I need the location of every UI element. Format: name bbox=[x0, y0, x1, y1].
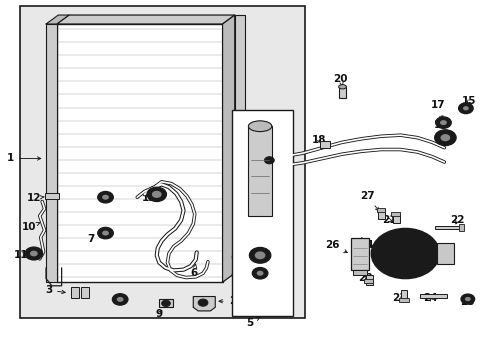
Text: 19: 19 bbox=[264, 163, 278, 182]
Bar bbox=[159, 300, 172, 307]
Ellipse shape bbox=[338, 85, 346, 89]
Polygon shape bbox=[193, 297, 215, 311]
Bar bbox=[20, 6, 305, 318]
Circle shape bbox=[232, 269, 247, 281]
Circle shape bbox=[117, 297, 123, 302]
Circle shape bbox=[152, 191, 161, 198]
Bar bbox=[350, 238, 368, 270]
Bar bbox=[434, 226, 461, 229]
Text: 4: 4 bbox=[113, 294, 121, 304]
Text: 16: 16 bbox=[433, 120, 447, 136]
Circle shape bbox=[439, 120, 446, 125]
Bar bbox=[364, 279, 372, 283]
Circle shape bbox=[464, 297, 470, 301]
Circle shape bbox=[25, 247, 42, 260]
Bar bbox=[44, 193, 59, 199]
Circle shape bbox=[30, 251, 38, 256]
Bar bbox=[338, 87, 346, 98]
Bar bbox=[398, 298, 408, 302]
Bar bbox=[436, 243, 453, 264]
Text: 24: 24 bbox=[423, 293, 437, 303]
Circle shape bbox=[370, 228, 439, 279]
Circle shape bbox=[396, 247, 413, 260]
Circle shape bbox=[236, 273, 243, 278]
Bar bbox=[419, 294, 446, 298]
Bar bbox=[234, 15, 245, 273]
Bar bbox=[46, 24, 57, 282]
Bar bbox=[248, 126, 271, 216]
Circle shape bbox=[98, 192, 113, 203]
Text: 27: 27 bbox=[359, 191, 378, 211]
Circle shape bbox=[458, 103, 472, 114]
Bar bbox=[377, 210, 384, 220]
Text: 12: 12 bbox=[26, 193, 44, 203]
Circle shape bbox=[147, 187, 166, 202]
Ellipse shape bbox=[248, 121, 271, 132]
Text: 14: 14 bbox=[359, 238, 374, 250]
Circle shape bbox=[379, 235, 430, 273]
Bar bbox=[71, 287, 79, 298]
Circle shape bbox=[440, 134, 449, 141]
Circle shape bbox=[254, 251, 265, 259]
Text: 18: 18 bbox=[311, 135, 325, 145]
Circle shape bbox=[112, 294, 128, 305]
Text: 1: 1 bbox=[7, 153, 41, 163]
Circle shape bbox=[102, 195, 109, 200]
Circle shape bbox=[435, 117, 450, 129]
Circle shape bbox=[249, 247, 270, 263]
Text: 20: 20 bbox=[333, 73, 347, 86]
Text: 2: 2 bbox=[219, 296, 235, 306]
Bar bbox=[390, 212, 399, 216]
Text: 26: 26 bbox=[325, 240, 346, 253]
Text: 5: 5 bbox=[245, 318, 259, 328]
Text: 9: 9 bbox=[155, 309, 163, 319]
Bar bbox=[320, 140, 329, 148]
Text: 10: 10 bbox=[21, 222, 40, 232]
Bar bbox=[392, 214, 399, 223]
Bar bbox=[81, 287, 89, 298]
Circle shape bbox=[462, 106, 468, 111]
Circle shape bbox=[434, 130, 455, 145]
Circle shape bbox=[264, 157, 274, 164]
Text: 21: 21 bbox=[381, 215, 396, 225]
Text: 17: 17 bbox=[430, 100, 445, 119]
Text: 8: 8 bbox=[98, 194, 105, 204]
Text: 13: 13 bbox=[142, 193, 156, 203]
Polygon shape bbox=[222, 15, 234, 282]
Bar bbox=[352, 270, 366, 275]
Circle shape bbox=[198, 299, 207, 306]
Circle shape bbox=[232, 251, 247, 263]
Circle shape bbox=[460, 294, 474, 304]
Text: 7: 7 bbox=[87, 234, 102, 244]
Polygon shape bbox=[46, 15, 69, 24]
Circle shape bbox=[161, 300, 170, 307]
Circle shape bbox=[252, 267, 267, 279]
Text: 25: 25 bbox=[459, 297, 474, 307]
Bar bbox=[232, 110, 293, 316]
Text: 22: 22 bbox=[449, 215, 464, 225]
Circle shape bbox=[387, 241, 422, 266]
Bar bbox=[400, 290, 407, 300]
Text: 15: 15 bbox=[461, 96, 476, 106]
Circle shape bbox=[102, 230, 109, 235]
Text: 11: 11 bbox=[14, 249, 28, 260]
Text: 6: 6 bbox=[190, 264, 198, 278]
Circle shape bbox=[236, 255, 243, 260]
Circle shape bbox=[256, 271, 263, 276]
Text: 28: 28 bbox=[357, 273, 371, 283]
Circle shape bbox=[98, 227, 113, 239]
Bar bbox=[376, 208, 385, 212]
Bar bbox=[365, 275, 372, 285]
Polygon shape bbox=[57, 15, 234, 24]
Bar bbox=[57, 24, 222, 282]
Text: 23: 23 bbox=[391, 293, 406, 303]
Bar bbox=[458, 225, 463, 231]
Text: 3: 3 bbox=[45, 285, 65, 295]
